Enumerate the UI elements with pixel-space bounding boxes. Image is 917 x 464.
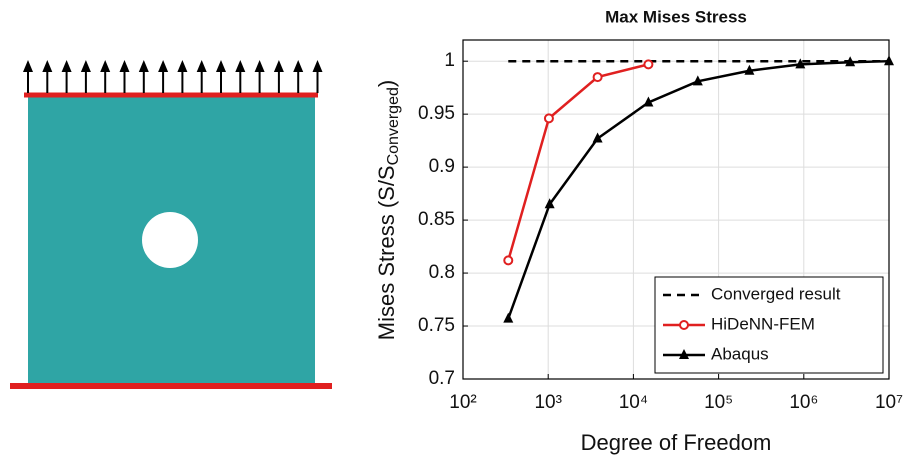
y-tick-label: 0.8 (429, 262, 455, 283)
y-label-sub: Converged (385, 87, 402, 165)
arrow-head (119, 60, 130, 72)
point (592, 72, 603, 83)
plot-frame (462, 39, 890, 380)
arrow-head (42, 60, 53, 72)
y-label-main: Mises Stress (S/S (374, 165, 399, 340)
point (643, 96, 654, 107)
arrow-head (273, 60, 284, 72)
point (744, 64, 755, 75)
point (795, 58, 806, 69)
y-label-end: ) (374, 80, 399, 87)
arrow-head (216, 60, 226, 72)
arrow-head (235, 60, 246, 72)
point (845, 56, 856, 67)
arrow-head (293, 60, 304, 72)
legend-marker (679, 349, 689, 359)
y-tick-label: 0.7 (429, 368, 455, 389)
arrow-head (312, 60, 323, 72)
x-axis-label: Degree of Freedom (581, 430, 772, 455)
point (503, 312, 514, 323)
legend-label: Abaqus (711, 344, 769, 363)
x-tick-label: 10⁶ (789, 392, 818, 413)
y-tick-label: 0.85 (418, 209, 455, 230)
x-tick-label: 10⁵ (704, 392, 733, 413)
hole (142, 212, 198, 268)
point (592, 132, 603, 143)
point (544, 198, 555, 209)
y-axis-label: Mises Stress (S/SConverged) (374, 80, 402, 340)
x-tick-label: 10⁴ (619, 392, 648, 413)
legend-marker (679, 320, 689, 330)
x-tick-label: 10³ (534, 392, 561, 413)
point (643, 59, 654, 70)
arrow-head (23, 60, 33, 72)
plate-diagram (10, 60, 332, 389)
legend-label: HiDeNN-FEM (711, 314, 815, 333)
point (503, 255, 514, 266)
point (884, 55, 894, 66)
point (543, 113, 554, 124)
y-tick-label: 0.9 (429, 156, 455, 177)
series-line (507, 63, 649, 261)
arrow-head (100, 60, 111, 72)
point (692, 75, 703, 86)
load-arrows (23, 60, 323, 93)
x-tick-label: 10⁷ (875, 392, 903, 413)
arrow-head (196, 60, 207, 72)
legend-label: Converged result (711, 284, 841, 303)
arrow-head (177, 60, 188, 72)
arrow-head (158, 60, 169, 72)
chart: Max Mises Stress Degree of Freedom Mises… (374, 7, 903, 454)
x-tick-label: 10² (449, 392, 476, 413)
arrow-head (138, 60, 149, 72)
arrow-head (80, 60, 91, 72)
y-tick-label: 0.75 (418, 315, 455, 336)
arrow-head (254, 60, 265, 72)
y-tick-label: 0.95 (418, 103, 455, 124)
chart-title: Max Mises Stress (605, 7, 747, 26)
y-tick-label: 1 (444, 50, 455, 71)
arrow-head (61, 60, 72, 72)
